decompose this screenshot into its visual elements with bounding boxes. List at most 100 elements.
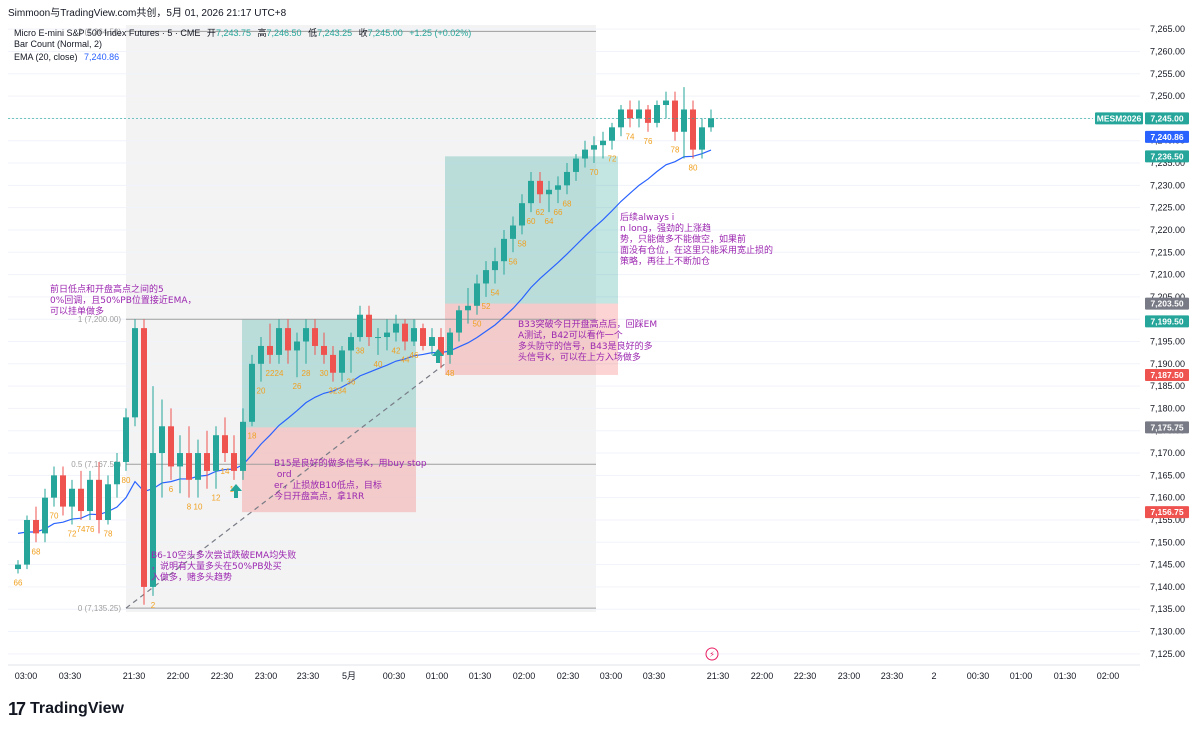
bar-count-label: 62 [536,208,545,217]
bar-count-label: 68 [32,547,41,556]
candle-body [87,479,93,512]
y-tick-label: 7,145.00 [1150,560,1185,570]
y-tick-label: 7,205.00 [1150,292,1185,302]
candle [699,118,705,159]
candle-body [483,270,489,284]
annotation-line: B6-10空头多次尝试跌破EMA均失败 [151,549,296,561]
x-tick-label: 03:30 [59,671,82,681]
candle [42,488,48,543]
y-tick-label: 7,140.00 [1150,582,1185,592]
bar-count-label: 14 [221,467,230,476]
bar-count-label: 54 [491,288,500,297]
legend-symbol-line[interactable]: Micro E-mini S&P 500 Index Futures · 5 ·… [14,26,471,39]
candle [141,319,147,605]
bar-count-label: 72 [68,529,77,538]
price-label-text: MESM2026 [1097,113,1142,123]
candle [204,430,210,489]
candle [240,408,246,480]
price-label-box [1145,315,1189,328]
bar-count-label: 6 [169,485,174,494]
annotation-text: B33突破今日开盘高点后，回踩EM A测试，B42可以看作一个多头防守的信号，B4… [518,318,657,363]
candle [564,163,570,195]
candle [519,194,525,235]
candle [582,140,588,168]
candle-body [51,475,57,498]
candle-body [600,140,606,146]
x-tick-label: 5月 [342,671,356,681]
bar-count-label: 72 [608,155,617,164]
candle [384,319,390,351]
annotation-line: er，止损放B10低点，目标 [274,479,382,491]
bar-count-label: 22 [266,369,275,378]
y-tick-label: 7,210.00 [1150,270,1185,280]
candle [69,479,75,525]
candle-body [114,461,120,485]
bar-count-label: 78 [104,529,113,538]
candle [24,515,30,570]
price-label-box [1095,112,1143,125]
bar-count-label: 2 [151,601,156,610]
candle [456,305,462,342]
legend-bar-count[interactable]: Bar Count (Normal, 2) [14,39,103,49]
candle [546,180,552,213]
candle [573,154,579,181]
candle [654,100,660,128]
y-tick-label: 7,250.00 [1150,91,1185,101]
bar-count-label: 32 [329,387,338,396]
annotation-line: 多头防守的信号，B43是良好的多 [518,340,653,352]
ema-value: 7,240.86 [84,52,120,62]
candle [690,100,696,159]
x-tick-label: 22:00 [751,671,774,681]
candle [195,439,201,498]
bar-count-label: 60 [527,217,536,226]
candle [501,229,507,275]
legend-ema[interactable]: EMA (20, close) 7,240.86 [14,52,119,62]
y-tick-label: 7,260.00 [1150,46,1185,56]
candle [411,319,417,346]
long-position-stop-zone [242,427,416,513]
candle [537,171,543,204]
annotation-text: B6-10空头多次尝试跌破EMA均失败，说明有大量多头在50%PB处买入做多，赌… [151,549,296,583]
candle [285,319,291,364]
price-label-box [1145,506,1189,519]
candle [213,426,219,489]
candle [330,345,336,382]
candle [186,426,192,498]
candle [618,105,624,137]
candle-body [222,435,228,454]
candle-body [249,363,255,422]
candle [528,171,534,213]
annotation-line: 后续always i [620,211,674,223]
x-tick-label: 23:00 [255,671,278,681]
annotation-line: 今日开盘高点，拿1RR [274,490,364,502]
bar-count-label: 36 [347,378,356,387]
x-tick-label: 03:30 [643,671,666,681]
candle-body [240,421,246,471]
bar-count-label: 40 [374,360,383,369]
fib-trend-line [125,363,446,609]
candle [402,319,408,351]
candle-body [465,305,471,311]
candle [393,314,399,342]
tradingview-footer[interactable]: 17 TradingView [8,698,124,720]
x-tick-label: 21:30 [707,671,730,681]
candle-body [294,341,300,351]
y-tick-label: 7,155.00 [1150,515,1185,525]
bar-count-label: 56 [509,257,518,266]
candle [357,305,363,342]
candle-body [159,426,165,454]
annotation-line: 可以挂单做多 [50,305,104,317]
candle-body [402,323,408,342]
candle-body [537,180,543,195]
price-label-box [1145,297,1189,310]
annotation-line: ，说明有大量多头在50%PB处买 [151,560,282,572]
y-tick-label: 7,150.00 [1150,537,1185,547]
candle [591,136,597,164]
ema-20-line [17,149,712,534]
candle-body [366,314,372,338]
bar-count-label: 28 [302,369,311,378]
candle [312,319,318,355]
candle [123,408,129,471]
